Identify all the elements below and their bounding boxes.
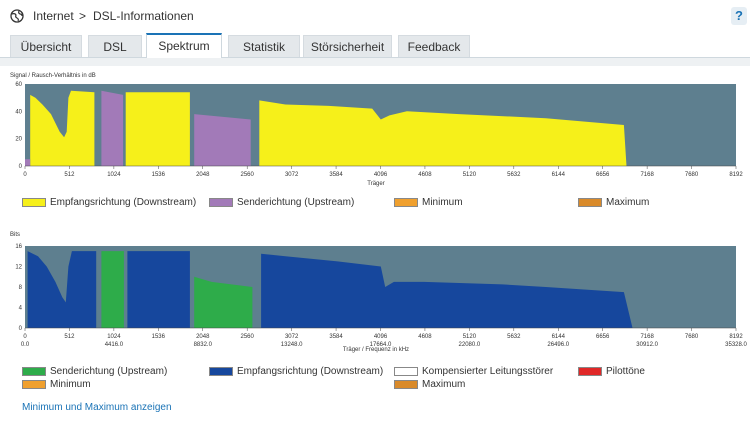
x-tick-label: 4608 [418,334,432,340]
legend2-label-upstream: Senderichtung (Upstream) [50,366,168,377]
legend2-swatch-upstream [22,367,46,376]
legend1-label-upstream: Senderichtung (Upstream) [237,197,355,208]
show-min-max-link[interactable]: Minimum und Maximum anzeigen [22,402,172,413]
x-tick-label: 0 [23,172,27,178]
legend2-label-maximum: Maximum [422,379,466,390]
breadcrumb-internet[interactable]: Internet [33,9,74,23]
legend1-swatch-maximum [578,198,602,207]
x-tick-label: 5632 [507,334,521,340]
legend2-label-downstream: Empfangsrichtung (Downstream) [237,366,384,377]
legend1-swatch-downstream [22,198,46,207]
x-tick-label: 7168 [640,172,654,178]
x-tick-label: 3584 [329,334,343,340]
bits-chart: Bits 0 4 8 12 16 0 512 1024 1536 2048 2560 3072 358… [10,232,748,353]
legend2-label-compensated: Kompensierter Leitungsstörer [422,366,554,377]
tab-uebersicht[interactable]: Übersicht [10,35,82,57]
x-tick-label: 6144 [552,334,566,340]
freq-tick-label: 0.0 [21,342,30,348]
x-tick-label: 1536 [152,334,166,340]
x-tick-label: 2560 [241,172,255,178]
x-tick-label: 4608 [418,172,432,178]
tab-statistik[interactable]: Statistik [228,35,300,57]
series-secondary-area [25,90,251,166]
x-tick-label: 4096 [374,334,388,340]
y-tick-label: 12 [15,265,22,271]
x-tick-label: 7680 [685,172,699,178]
y-tick-label: 4 [19,306,23,312]
x-tick-label: 2048 [196,334,210,340]
x-tick-label: 2048 [196,172,210,178]
x-tick-label: 0 [23,334,27,340]
tab-stoersicherheit[interactable]: Störsicherheit [303,35,392,57]
legend1-swatch-minimum [394,198,418,207]
x-tick-label: 512 [64,172,75,178]
page-title: DSL-Informationen [93,9,194,23]
x-tick-label: 5120 [463,172,477,178]
x-tick-label: 3584 [329,172,343,178]
legend1-label-minimum: Minimum [422,197,463,208]
tab-feedback[interactable]: Feedback [398,35,470,57]
tab-dsl[interactable]: DSL [88,35,142,57]
x-tick-label: 6656 [596,334,610,340]
x-tick-label: 6656 [596,172,610,178]
legend2-swatch-maximum [394,380,418,389]
header: Internet > DSL-Informationen ? [0,0,750,34]
x-tick-label: 512 [64,334,75,340]
x-tick-label: 8192 [729,334,743,340]
y-tick-label: 0 [19,326,23,332]
y-tick-label: 40 [15,109,22,115]
x-tick-label: 1024 [107,334,121,340]
x-tick-label: 4096 [374,172,388,178]
y-tick-label: 16 [15,244,22,250]
y-tick-label: 20 [15,137,22,143]
snr-chart: Signal / Rausch-Verhältnis in dB 0 20 40 60… [10,73,743,187]
series-secondary-area [101,251,253,328]
chart1-ylabel: Signal / Rausch-Verhältnis in dB [10,73,96,79]
freq-tick-label: 8832.0 [194,342,213,348]
freq-tick-label: 35328.0 [725,342,747,348]
x-tick-label: 3072 [285,334,299,340]
tab-spektrum[interactable]: Spektrum [146,33,222,58]
legend2-swatch-pilot [578,367,602,376]
help-button[interactable]: ? [731,7,747,25]
x-tick-label: 5632 [507,172,521,178]
x-tick-label: 1024 [107,172,121,178]
x-tick-label: 7680 [685,334,699,340]
legend2-swatch-minimum [22,380,46,389]
legend2-swatch-downstream [209,367,233,376]
legend2-label-minimum: Minimum [50,379,91,390]
freq-tick-label: 4416.0 [105,342,124,348]
x-tick-label: 2560 [241,334,255,340]
series-primary-area [30,90,627,166]
x-tick-label: 5120 [463,334,477,340]
freq-tick-label: 13248.0 [281,342,303,348]
x-tick-label: 7168 [640,334,654,340]
freq-tick-label: 26496.0 [547,342,569,348]
tab-bar: Übersicht DSL Spektrum Statistik Störsic… [0,33,750,58]
content-top-strip [0,58,750,66]
globe-icon [10,9,24,23]
legend2-label-pilot: Pilottöne [606,366,645,377]
freq-tick-label: 17664.0 [370,342,392,348]
series-primary-area [27,251,633,328]
x-tick-label: 6144 [552,172,566,178]
freq-tick-label: 22080.0 [459,342,481,348]
breadcrumb-separator: > [79,9,87,23]
x-tick-label: 1536 [152,172,166,178]
freq-tick-label: 30912.0 [636,342,658,348]
legend1-label-maximum: Maximum [606,197,650,208]
chart2-xlabel: Träger / Frequenz in kHz [343,347,409,353]
x-tick-label: 3072 [285,172,299,178]
chart2-ylabel: Bits [10,232,20,238]
y-tick-label: 0 [19,164,23,170]
x-tick-label: 8192 [729,172,743,178]
legend1-label-downstream: Empfangsrichtung (Downstream) [50,197,197,208]
legend2-swatch-compensated [394,367,418,376]
y-tick-label: 60 [15,82,22,88]
legend1-swatch-upstream [209,198,233,207]
y-tick-label: 8 [19,285,23,291]
chart1-xlabel: Träger [367,181,384,187]
